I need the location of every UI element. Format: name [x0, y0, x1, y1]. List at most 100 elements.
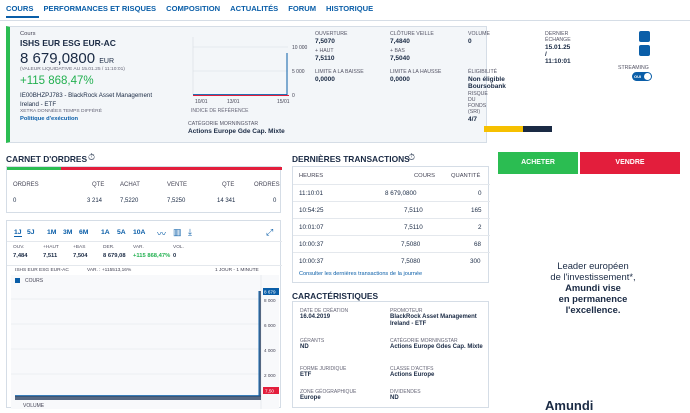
- period-6m[interactable]: 6M: [79, 229, 89, 236]
- period-3m[interactable]: 3M: [63, 229, 73, 236]
- quote-price: 8 679,0800 EUR: [20, 50, 190, 67]
- char-morningstar: CATÉGORIE MORNINGSTAR Actions Europe Gdes…: [390, 338, 483, 350]
- ad-line: en permanence: [558, 293, 628, 304]
- chart-divider: [7, 265, 282, 266]
- ad-line: Amundi vise: [565, 282, 621, 293]
- timer-icon: ⏱: [408, 152, 416, 162]
- ob-cell: 7,5220: [120, 198, 139, 204]
- period-1j[interactable]: 1J: [14, 229, 22, 237]
- ad-line: l'excellence.: [565, 304, 621, 315]
- period-5a[interactable]: 5A: [117, 229, 126, 236]
- isin-line: IE00BHZPJ783 - BlackRock Asset Managemen…: [20, 91, 190, 109]
- mini-index-label: INDICE DE RÉFÉRENCE: [191, 107, 249, 114]
- fullscreen-icon[interactable]: ⤢: [266, 227, 274, 237]
- tab-performances[interactable]: PERFORMANCES ET RISQUES: [43, 4, 157, 13]
- calendar-icon[interactable]: [639, 31, 650, 42]
- table-row: 10:54:25 7,5110 165: [293, 201, 490, 218]
- tab-actualites[interactable]: ACTUALITÉS: [230, 4, 279, 13]
- table-row: 11:10:01 8 679,0800 0: [293, 184, 490, 201]
- period-5j[interactable]: 5J: [27, 229, 35, 236]
- ad-line: de l'investissement*,: [550, 271, 636, 282]
- morningstar-value: Actions Europe Gde Cap. Mixte: [188, 128, 285, 135]
- timer-icon: ⏱: [88, 152, 96, 162]
- quote-main: Cours ISHS EUR ESG EUR-AC 8 679,0800 EUR…: [20, 31, 190, 122]
- data-note: XETRA DONNÉES TEMPS DIFFÉRÉ: [20, 109, 102, 114]
- period-1a[interactable]: 1A: [101, 229, 110, 236]
- char-classe-actifs: CLASSE D'ACTIFS Actions Europe: [390, 366, 435, 378]
- ob-header: QTE: [92, 182, 105, 188]
- chart-range: 1 JOUR - 1 MINUTE: [215, 268, 259, 273]
- quote-panel: Cours ISHS EUR ESG EUR-AC 8 679,0800 EUR…: [6, 26, 652, 143]
- y-tick: 4 000: [264, 348, 276, 353]
- ad-line: Leader européen: [557, 260, 629, 271]
- quote-category: Cours: [20, 31, 36, 37]
- sell-button[interactable]: VENDRE: [580, 152, 680, 174]
- stat-volume: VOLUME 0: [468, 31, 490, 45]
- period-10a[interactable]: 10A: [133, 229, 146, 236]
- chart-divider: [7, 241, 282, 242]
- ob-header: ORDRES: [13, 182, 39, 188]
- tab-cours[interactable]: COURS: [6, 0, 40, 18]
- stat-risque: RISQUE DU FONDS (SRI) 4/7: [468, 91, 488, 123]
- download-icon[interactable]: ⤓: [188, 227, 192, 237]
- stat-limite-hausse: LIMITE A LA HAUSSE 0,0000: [390, 69, 442, 83]
- tab-historique[interactable]: HISTORIQUE: [326, 4, 374, 13]
- stat-limite-baisse: LIMITE A LA BAISSE 0,0000: [315, 69, 364, 83]
- streaming-label: STREAMING: [618, 65, 649, 71]
- table-row: 10:00:37 7,5080 68: [293, 235, 490, 252]
- y-tick: 2 000: [264, 373, 276, 378]
- risk-bar: [484, 126, 553, 132]
- char-dividendes: DIVIDENDES ND: [390, 389, 421, 401]
- y-tick: 7,50: [265, 389, 274, 394]
- tx-header: HEURES COURS QUANTITÉ: [299, 173, 481, 179]
- ob-header: QTE: [222, 182, 235, 188]
- caracteristiques-panel: DATE DE CRÉATION 16.04.2019 PROMOTEUR Blac…: [292, 301, 489, 408]
- ob-cell: 3 214: [87, 198, 103, 204]
- intraday-chart: COURS 8 679 8 000 6 000 4 000 2 000 7,50…: [11, 275, 279, 409]
- chart-volume-label: VOLUME: [23, 403, 45, 409]
- char-date-creation: DATE DE CRÉATION 16.04.2019: [300, 308, 349, 320]
- char-gerants: GÉRANTS ND: [300, 338, 325, 350]
- execution-policy-link[interactable]: Politique d'exécution: [20, 116, 79, 122]
- stat-dernier: DERNIER ÉCHANGE 15.01.25 / 11:10:01: [545, 31, 571, 65]
- stat-ouverture: OUVERTURE 7,5070: [315, 31, 348, 45]
- order-book-buy-bar: [7, 167, 61, 170]
- ob-cell: 14 341: [217, 198, 236, 204]
- transactions-title: DERNIÈRES TRANSACTIONS: [292, 154, 410, 164]
- ob-header: VENTE: [167, 182, 188, 188]
- chart-panel: 1J 5J 1M 3M 6M 1A 5A 10A 〰 ▥ ⤓ ⤢ OUV. +H…: [6, 220, 282, 409]
- chart-instrument: ISHS EUR ESG EUR-AC: [15, 268, 69, 273]
- ob-cell: 0: [13, 198, 17, 204]
- ob-header: ORDRES: [254, 182, 280, 188]
- mini-y-label: 10 000: [292, 45, 308, 51]
- tab-composition[interactable]: COMPOSITION: [166, 4, 221, 13]
- order-book: ORDRES QTE ACHAT VENTE QTE ORDRES 0 3 21…: [6, 166, 282, 213]
- period-1m[interactable]: 1M: [47, 229, 57, 236]
- morningstar-label: CATÉGORIE MORNINGSTAR: [188, 121, 259, 127]
- all-transactions-link[interactable]: Consulter les dernières transactions de …: [299, 271, 423, 277]
- stat-bas: + BAS 7,5040: [390, 48, 410, 62]
- tab-forum[interactable]: FORUM: [288, 4, 317, 13]
- quote-variation: +115 868,47%: [20, 75, 94, 87]
- morningstar-stat: CATÉGORIE MORNINGSTAR Actions Europe Gde …: [188, 121, 285, 135]
- mini-x-label: 13/01: [227, 99, 240, 105]
- order-book-sell-bar: [61, 167, 282, 170]
- isin-line-1: IE00BHZPJ783 - BlackRock Asset Managemen…: [20, 92, 153, 99]
- advertisement[interactable]: Leader européen de l'investissement*, Am…: [498, 260, 688, 315]
- buy-button[interactable]: ACHETER: [498, 152, 578, 174]
- ad-logo: Amundi: [545, 398, 594, 413]
- y-tick: 8 679: [264, 290, 276, 295]
- streaming-toggle[interactable]: OUI: [632, 72, 652, 81]
- char-zone: ZONE GÉOGRAPHIQUE Europe: [300, 389, 357, 401]
- stat-haut: + HAUT 7,5110: [315, 48, 335, 62]
- stat-eligibilite: ÉLIGIBILITÉ Non éligible Boursobank: [468, 69, 506, 90]
- y-tick: 8 000: [264, 298, 276, 303]
- y-tick: 6 000: [264, 323, 276, 328]
- indicator-icon[interactable]: ▥: [173, 227, 182, 237]
- mini-y-label: 0: [292, 93, 295, 99]
- caracteristiques-title: CARACTÉRISTIQUES: [292, 291, 379, 301]
- price-currency: EUR: [99, 58, 115, 65]
- table-row: 10:00:37 7,5080 300: [293, 252, 490, 269]
- alert-icon[interactable]: [639, 45, 650, 56]
- chart-type-icon[interactable]: 〰: [157, 229, 167, 239]
